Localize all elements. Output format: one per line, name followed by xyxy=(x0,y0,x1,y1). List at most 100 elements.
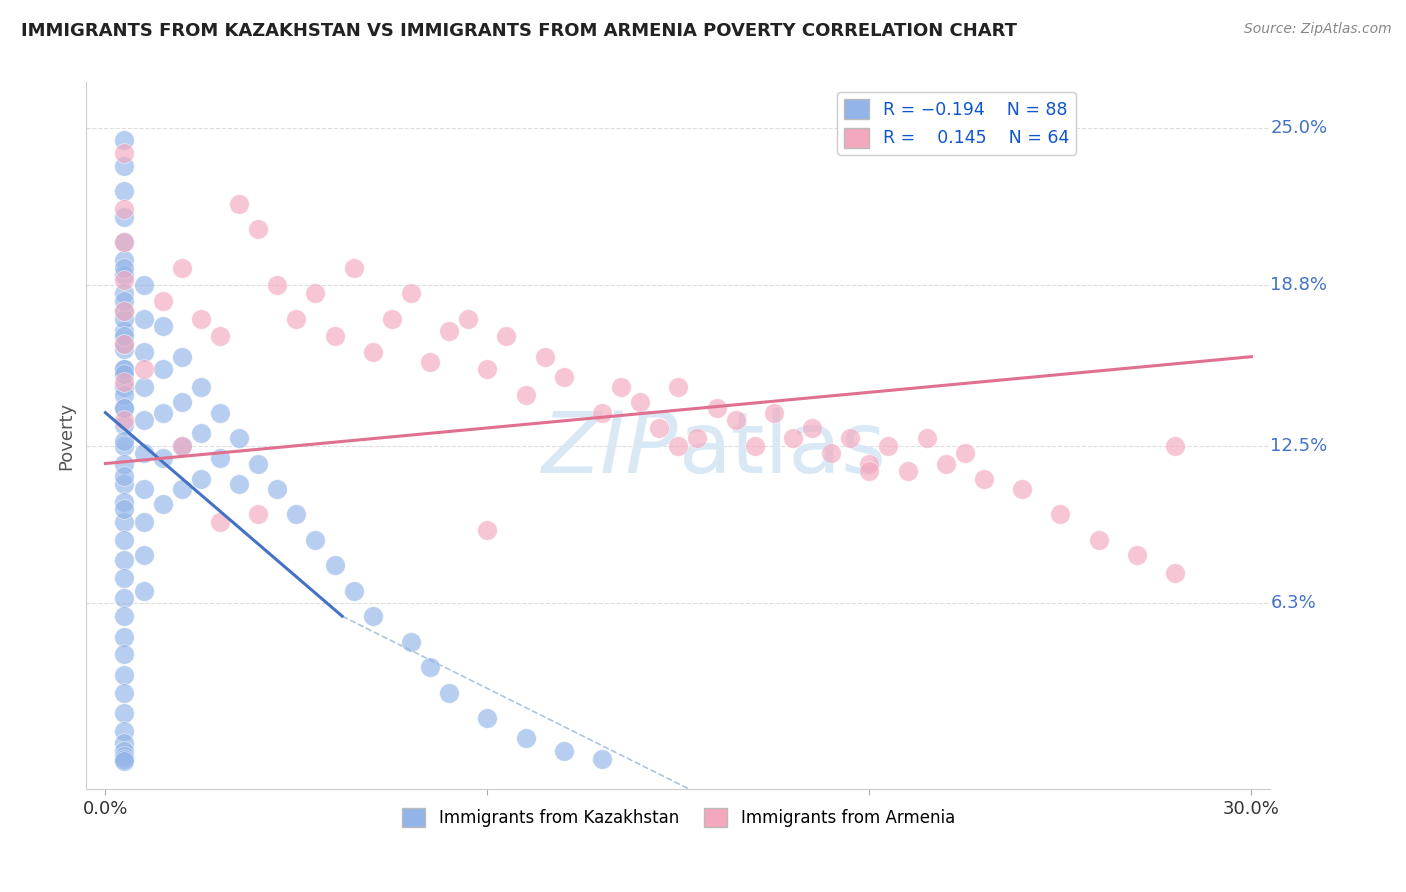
Text: ZIP: ZIP xyxy=(543,409,678,491)
Point xyxy=(973,472,995,486)
Point xyxy=(208,515,231,529)
Point xyxy=(247,457,270,471)
Point xyxy=(228,197,250,211)
Text: 12.5%: 12.5% xyxy=(1271,437,1327,455)
Point xyxy=(170,439,193,453)
Point xyxy=(399,286,422,301)
Point xyxy=(114,401,136,415)
Point xyxy=(114,401,136,415)
Point xyxy=(591,406,613,420)
Point xyxy=(114,304,136,318)
Point xyxy=(114,235,136,250)
Point xyxy=(170,439,193,453)
Point xyxy=(114,268,136,283)
Point xyxy=(152,319,174,334)
Point xyxy=(114,667,136,681)
Point xyxy=(190,425,212,440)
Point xyxy=(114,324,136,338)
Point xyxy=(114,362,136,376)
Point xyxy=(114,749,136,764)
Point xyxy=(114,515,136,529)
Point xyxy=(266,278,288,293)
Point xyxy=(114,502,136,516)
Point xyxy=(114,380,136,394)
Text: atlas: atlas xyxy=(678,409,886,491)
Point xyxy=(132,380,155,394)
Point xyxy=(114,723,136,738)
Point xyxy=(553,744,575,758)
Point xyxy=(170,260,193,275)
Point xyxy=(839,431,862,445)
Point xyxy=(666,439,689,453)
Point xyxy=(686,431,709,445)
Point xyxy=(114,368,136,382)
Text: 18.8%: 18.8% xyxy=(1271,277,1327,294)
Point xyxy=(114,439,136,453)
Point xyxy=(628,395,651,409)
Point xyxy=(724,413,747,427)
Point xyxy=(114,685,136,699)
Point xyxy=(1011,482,1033,496)
Point xyxy=(285,508,308,522)
Point xyxy=(477,362,499,376)
Point xyxy=(381,311,404,326)
Point xyxy=(897,464,920,478)
Point xyxy=(190,311,212,326)
Point xyxy=(266,482,288,496)
Point xyxy=(782,431,804,445)
Point xyxy=(801,421,824,435)
Point xyxy=(515,388,537,402)
Text: 6.3%: 6.3% xyxy=(1271,594,1316,613)
Point xyxy=(114,210,136,224)
Point xyxy=(152,406,174,420)
Point xyxy=(132,278,155,293)
Point xyxy=(247,222,270,236)
Point xyxy=(132,446,155,460)
Point xyxy=(858,464,880,478)
Point xyxy=(114,329,136,343)
Point xyxy=(114,434,136,448)
Point xyxy=(114,388,136,402)
Point xyxy=(495,329,517,343)
Point xyxy=(591,752,613,766)
Point xyxy=(114,533,136,547)
Point xyxy=(114,311,136,326)
Point xyxy=(361,609,384,624)
Point xyxy=(114,754,136,768)
Point xyxy=(114,362,136,376)
Text: Source: ZipAtlas.com: Source: ZipAtlas.com xyxy=(1244,22,1392,37)
Point xyxy=(114,457,136,471)
Text: IMMIGRANTS FROM KAZAKHSTAN VS IMMIGRANTS FROM ARMENIA POVERTY CORRELATION CHART: IMMIGRANTS FROM KAZAKHSTAN VS IMMIGRANTS… xyxy=(21,22,1017,40)
Point xyxy=(515,731,537,746)
Point xyxy=(343,583,366,598)
Point xyxy=(114,591,136,606)
Y-axis label: Poverty: Poverty xyxy=(58,401,75,469)
Point xyxy=(437,324,460,338)
Point xyxy=(820,446,842,460)
Point xyxy=(323,558,346,573)
Point xyxy=(114,260,136,275)
Point xyxy=(170,482,193,496)
Point xyxy=(1164,439,1187,453)
Point xyxy=(744,439,766,453)
Point xyxy=(170,350,193,364)
Point xyxy=(114,252,136,267)
Point xyxy=(114,752,136,766)
Point xyxy=(114,494,136,508)
Point xyxy=(132,548,155,562)
Point xyxy=(285,311,308,326)
Point xyxy=(132,583,155,598)
Point xyxy=(132,344,155,359)
Point xyxy=(114,706,136,720)
Point xyxy=(762,406,785,420)
Point xyxy=(1049,508,1071,522)
Point xyxy=(114,184,136,198)
Point xyxy=(114,648,136,662)
Point xyxy=(114,286,136,301)
Point xyxy=(114,418,136,433)
Point xyxy=(114,337,136,351)
Point xyxy=(228,476,250,491)
Point xyxy=(190,472,212,486)
Point xyxy=(477,711,499,725)
Point xyxy=(114,133,136,147)
